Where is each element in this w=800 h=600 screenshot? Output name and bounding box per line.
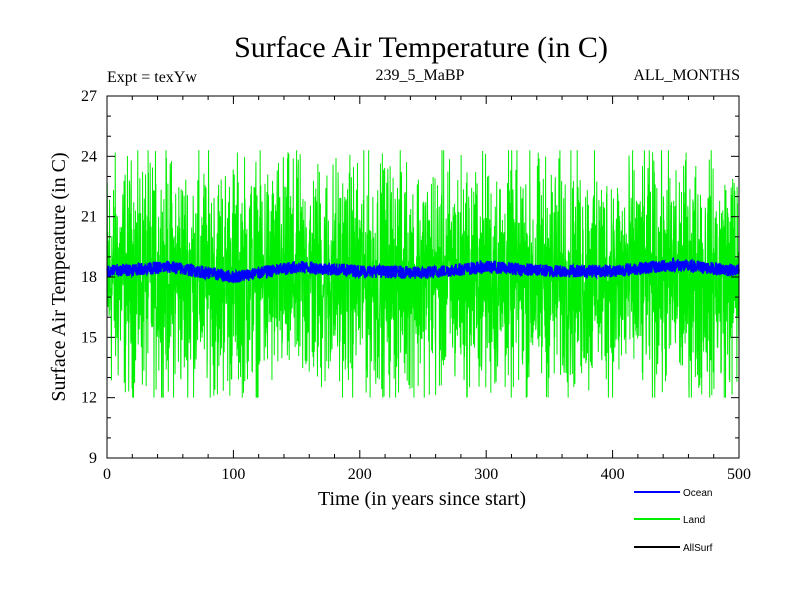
chart-title: Surface Air Temperature (in C) xyxy=(234,31,608,64)
legend-label-allsurf: AllSurf xyxy=(683,543,713,554)
x-tick-label: 400 xyxy=(601,466,625,483)
y-tick-label: 21 xyxy=(81,209,97,226)
axis-ticks: 0 100 200 300 400 500 9 12 15 18 21 24 27 xyxy=(81,88,751,483)
legend: Ocean Land AllSurf xyxy=(634,488,713,554)
chart-subtitle-right: ALL_MONTHS xyxy=(633,67,740,84)
chart-subtitle-left: Expt = texYw xyxy=(107,69,197,86)
x-tick-label: 300 xyxy=(474,466,498,483)
x-tick-label: 0 xyxy=(103,466,111,483)
x-tick-label: 200 xyxy=(348,466,372,483)
y-tick-label: 12 xyxy=(81,390,97,407)
series-line-ocean xyxy=(106,256,740,284)
y-axis-label: Surface Air Temperature (in C) xyxy=(48,152,70,401)
series-line-land xyxy=(106,150,740,398)
y-tick-label: 27 xyxy=(81,88,97,105)
x-axis-label: Time (in years since start) xyxy=(318,488,526,510)
x-tick-label: 100 xyxy=(221,466,245,483)
plot-area xyxy=(106,150,740,398)
legend-label-land: Land xyxy=(683,515,705,526)
y-tick-label: 15 xyxy=(81,329,97,346)
y-tick-label: 24 xyxy=(81,148,97,165)
y-tick-label: 18 xyxy=(81,269,97,286)
legend-label-ocean: Ocean xyxy=(683,488,712,499)
y-tick-label: 9 xyxy=(89,450,97,467)
chart-subtitle-center: 239_5_MaBP xyxy=(376,67,465,84)
x-tick-label: 500 xyxy=(727,466,751,483)
